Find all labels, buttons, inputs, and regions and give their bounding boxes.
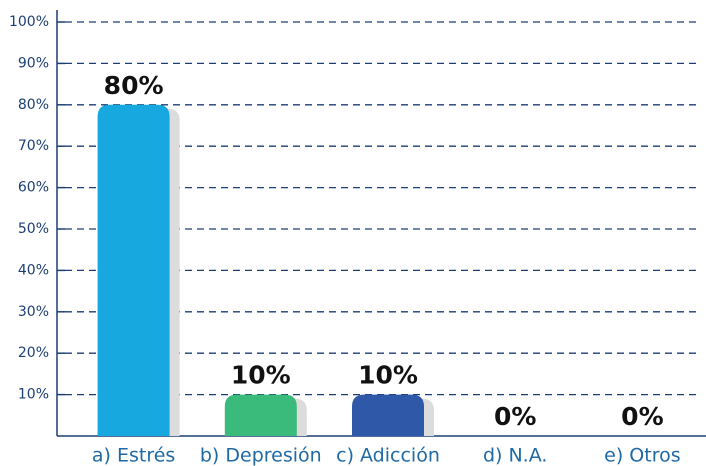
x-tick-label: d) N.A. xyxy=(483,445,547,466)
x-tick-label: b) Depresión xyxy=(200,445,322,466)
value-label: 0% xyxy=(621,402,663,431)
bar xyxy=(97,104,170,437)
x-tick-label: e) Otros xyxy=(604,445,680,466)
y-tick-label: 80% xyxy=(18,97,49,113)
x-tick-label: a) Estrés xyxy=(92,445,175,466)
y-tick-label: 50% xyxy=(18,221,49,237)
y-tick-label: 100% xyxy=(9,14,49,30)
y-tick-label: 70% xyxy=(18,138,49,154)
value-label: 80% xyxy=(104,71,164,100)
y-tick-label: 20% xyxy=(18,345,49,361)
value-label: 10% xyxy=(231,361,291,390)
x-tick-label: c) Adicción xyxy=(336,445,440,466)
y-tick-label: 60% xyxy=(18,180,49,196)
y-tick-label: 90% xyxy=(18,55,49,71)
bar xyxy=(224,394,297,436)
bar xyxy=(352,394,424,436)
y-tick-label: 40% xyxy=(18,262,49,278)
y-tick-label: 10% xyxy=(18,387,49,403)
y-tick-label: 30% xyxy=(18,304,49,320)
value-label: 0% xyxy=(494,402,536,431)
value-label: 10% xyxy=(358,361,418,390)
